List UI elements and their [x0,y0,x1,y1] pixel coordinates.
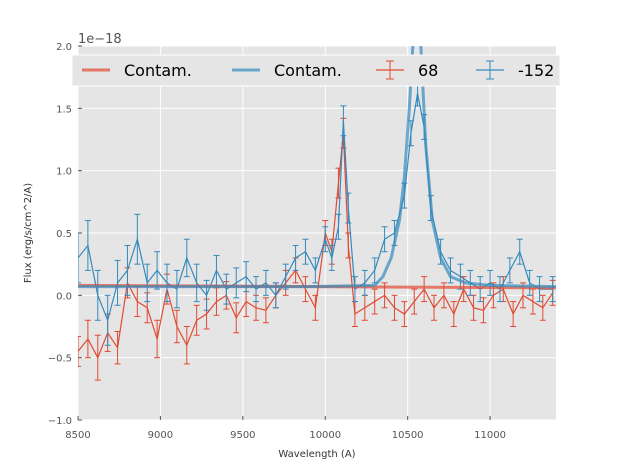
errorbar [477,276,484,303]
y-tick-label: −1.0 [48,416,72,427]
errorbar [516,238,523,265]
errorbar [173,269,180,309]
errorbar [411,288,418,315]
errorbar [312,294,319,321]
y-tick-label: 0.0 [56,291,72,302]
axis-ticks: 8500 9000 9500 10000 10500 11000 −1.0 −0.5 0.0 0.… [48,42,506,441]
errorbar [480,297,487,324]
legend-item: -152 [476,60,554,80]
legend-label: Contam. [274,61,342,80]
errorbar [322,226,329,253]
x-tick-label: 8500 [65,430,90,441]
series-line [78,93,553,323]
y-tick-label: 1.0 [56,167,72,178]
errorbar [183,238,190,278]
errorbar [487,269,494,296]
errorbar [154,251,161,290]
y-tick-label: 2.0 [56,42,72,53]
errorbar [335,167,342,199]
errorbar [94,334,101,381]
errorbar [450,301,457,327]
y-axis-label: Flux (erg/s/cm^2/A) [23,183,34,283]
errorbar [506,257,513,284]
legend-label: -152 [518,61,554,80]
errorbar [431,294,438,321]
errorbar [233,267,240,299]
errorbar [84,319,91,359]
x-tick-label: 11000 [474,430,506,441]
errorbar [173,309,180,344]
errorbar [302,276,309,303]
errorbar [496,276,503,303]
errorbar [84,220,91,271]
legend-item: Contam. [82,61,192,80]
errorbar [262,297,269,324]
errorbar [447,257,454,284]
errorbar [312,257,319,284]
errorbar [371,288,378,315]
errorbar [381,226,388,253]
errorbar [335,213,342,240]
errorbar [183,326,190,365]
errorbar [526,269,533,296]
errorbar [114,259,121,306]
legend-label: Contam. [124,61,192,80]
x-tick-label: 10500 [392,430,424,441]
x-tick-label: 10000 [309,430,341,441]
errorbar [345,192,352,224]
errorbar [328,244,335,271]
errorbar [164,263,171,303]
errorbar [361,269,368,296]
errorbar [457,263,464,290]
errorbar [134,213,141,265]
errorbar [421,276,428,303]
legend-item: 68 [376,60,438,80]
y-tick-label: −0.5 [48,354,72,365]
errorbar [292,244,299,271]
errorbar [340,105,347,137]
errorbar [302,238,309,265]
x-axis-label: Wavelength (A) [278,449,355,460]
errorbar [104,294,111,346]
offset-label: 1e−18 [78,32,122,47]
errorbar [144,263,151,303]
y-tick-label: 1.5 [56,104,72,115]
errorbar [154,319,161,359]
legend-item: Contam. [232,61,342,80]
errorbar [114,330,121,365]
errorbar [510,301,517,327]
errorbar [391,294,398,321]
errorbar [233,302,240,334]
legend: Contam. Contam. 68 -152 [71,54,561,87]
errorbar [193,304,200,336]
errorbar [262,269,269,296]
errorbar [223,273,230,305]
errorbar [401,301,408,327]
errorbar [253,276,260,303]
y-tick-label: 0.5 [56,229,72,240]
errorbar [94,269,101,321]
errorbar [351,276,358,303]
legend-label: 68 [418,61,438,80]
x-tick-label: 9000 [148,430,173,441]
contam-line [78,46,556,289]
x-tick-label: 9500 [230,430,255,441]
errorbar [78,335,81,367]
errorbar [539,294,546,321]
series-3 [78,46,556,289]
errorbar [193,263,200,303]
